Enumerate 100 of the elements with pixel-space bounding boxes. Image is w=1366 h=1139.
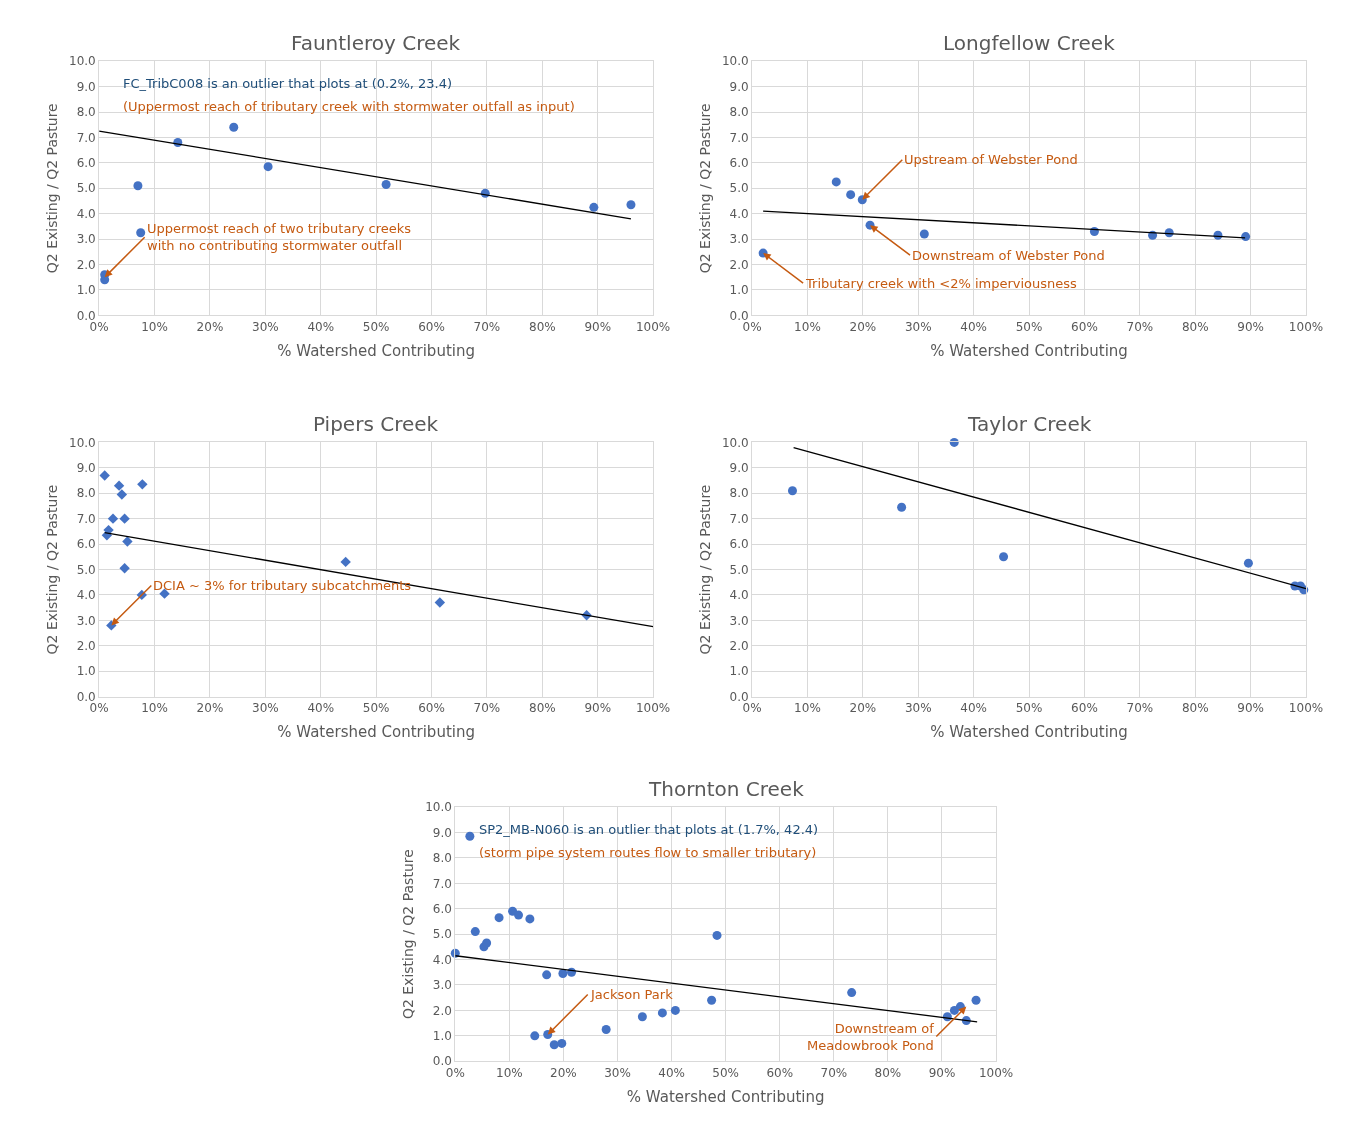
y-axis-title: Q2 Existing / Q2 Pasture: [43, 103, 60, 274]
point: [1241, 232, 1251, 242]
point: [99, 470, 110, 481]
x-tick-label: 10%: [794, 700, 821, 715]
y-tick-label: 1.0: [76, 664, 96, 679]
point: [113, 480, 125, 491]
y-axis-title: Q2 Existing / Q2 Pasture: [399, 849, 416, 1020]
annotation: Uppermost reach of two tributary creeks with no contributing stormwater outfall: [147, 221, 412, 253]
x-tick-label: 50%: [362, 319, 390, 334]
x-tick-label: 90%: [928, 1065, 956, 1080]
point: [542, 970, 552, 980]
y-axis-title: Q2 Existing / Q2 Pasture: [696, 103, 713, 274]
point: [340, 556, 351, 568]
y-tick-label: 7.0: [729, 511, 749, 526]
y-tick-label: 1.0: [729, 664, 749, 679]
y-tick-label: 2.0: [729, 638, 749, 653]
point: [787, 486, 797, 496]
x-tick-label: 20%: [849, 319, 877, 334]
y-tick-label: 8.0: [729, 486, 749, 501]
x-tick-label: 90%: [584, 319, 612, 334]
point: [494, 913, 504, 923]
y-tick-label: 4.0: [76, 588, 96, 603]
point: [549, 1040, 559, 1050]
x-tick-label: 50%: [712, 1065, 740, 1080]
point: [482, 938, 492, 948]
point: [1243, 558, 1253, 568]
x-tick-label: 40%: [960, 319, 987, 334]
point: [626, 200, 636, 210]
x-tick-label: 20%: [550, 1065, 577, 1080]
x-tick-label: 30%: [251, 319, 279, 334]
annotation: Jackson Park: [590, 987, 674, 1002]
point: [119, 513, 130, 524]
y-tick-label: 8.0: [76, 105, 96, 120]
y-tick-label: 6.0: [432, 901, 452, 916]
x-tick-label: 80%: [874, 1065, 902, 1080]
x-tick-label: 20%: [849, 700, 877, 715]
x-tick-label: 100%: [978, 1065, 1014, 1080]
x-tick-label: 70%: [473, 319, 501, 334]
y-tick-label: 7.0: [76, 130, 96, 145]
point: [557, 1038, 567, 1048]
annotation: Upstream of Webster Pond: [904, 152, 1078, 167]
y-tick-label: 4.0: [432, 952, 452, 967]
x-tick-label: 90%: [1237, 700, 1264, 715]
y-tick-label: 1.0: [432, 1029, 452, 1044]
x-axis-title: % Watershed Contributing: [277, 341, 475, 360]
point: [530, 1031, 540, 1041]
x-tick-label: 40%: [307, 700, 335, 715]
point: [137, 479, 148, 490]
x-axis-title: % Watershed Contributing: [277, 722, 475, 741]
y-tick-label: 3.0: [729, 232, 749, 247]
y-tick-label: 1.0: [76, 283, 96, 298]
point: [657, 1008, 667, 1018]
annotation: DCIA ~ 3% for tributary subcatchments: [153, 578, 412, 593]
x-tick-label: 60%: [766, 1065, 794, 1080]
x-axis-title: % Watershed Contributing: [930, 722, 1128, 741]
y-tick-label: 3.0: [432, 978, 452, 993]
y-tick-label: 5.0: [432, 927, 452, 942]
x-tick-label: 40%: [960, 700, 987, 715]
point: [558, 969, 568, 979]
y-tick-label: 2.0: [432, 1003, 452, 1018]
point: [846, 190, 856, 200]
y-tick-label: 2.0: [729, 257, 749, 272]
x-tick-label: 10%: [141, 319, 168, 334]
point: [919, 229, 929, 239]
x-tick-label: 20%: [196, 700, 224, 715]
point: [122, 536, 133, 547]
y-tick-label: 8.0: [729, 105, 749, 120]
annotation: Downstream of Meadowbrook Pond: [807, 1021, 935, 1053]
x-tick-label: 80%: [528, 700, 556, 715]
point: [707, 995, 717, 1005]
y-tick-label: 5.0: [729, 562, 749, 577]
y-tick-label: 7.0: [432, 876, 452, 891]
y-tick-label: 3.0: [729, 613, 749, 628]
x-tick-label: 60%: [1071, 700, 1098, 715]
point: [133, 181, 143, 191]
annotation: (Uppermost reach of tributary creek with stormwater outfall as input): [123, 99, 575, 114]
x-tick-label: 30%: [251, 700, 279, 715]
point: [712, 930, 722, 940]
y-tick-label: 9.0: [729, 461, 749, 476]
x-tick-label: 50%: [362, 700, 390, 715]
point: [381, 179, 391, 189]
point: [831, 177, 841, 187]
x-tick-label: 80%: [1181, 700, 1209, 715]
point: [999, 552, 1009, 562]
x-tick-label: 30%: [604, 1065, 631, 1080]
x-tick-label: 30%: [904, 700, 932, 715]
y-tick-label: 3.0: [76, 613, 96, 628]
annotation: FC_TribC008 is an outlier that plots at (0.2%, 23.4): [123, 76, 453, 91]
x-tick-label: 50%: [1015, 319, 1043, 334]
x-axis-title: % Watershed Contributing: [930, 341, 1128, 360]
x-tick-label: 100%: [1288, 700, 1324, 715]
point: [670, 1005, 680, 1015]
y-tick-label: 6.0: [76, 156, 96, 171]
x-tick-label: 10%: [141, 700, 168, 715]
annotation: Downstream of Webster Pond: [912, 248, 1105, 263]
y-tick-label: 8.0: [432, 851, 452, 866]
y-tick-label: 1.0: [729, 283, 749, 298]
y-tick-label: 5.0: [729, 181, 749, 196]
y-tick-label: 2.0: [76, 638, 96, 653]
point: [525, 914, 535, 924]
